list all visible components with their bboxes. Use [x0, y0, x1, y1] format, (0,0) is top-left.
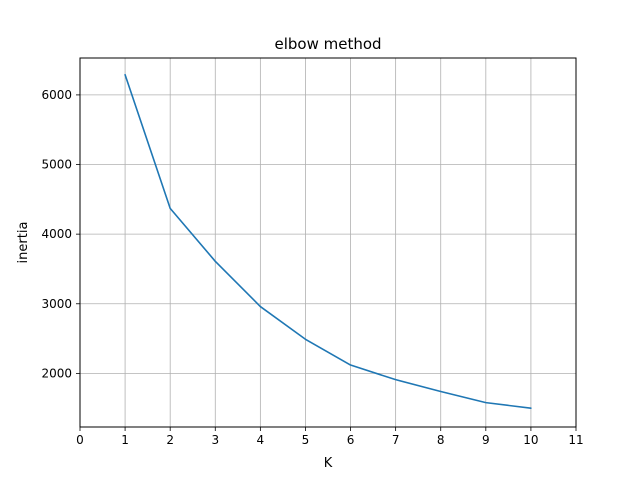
y-tick-label: 4000: [41, 227, 72, 241]
x-tick-label: 5: [302, 433, 310, 447]
y-axis-ticks: 2000 3000 4000 5000 6000: [41, 88, 80, 380]
y-axis-label: inertia: [16, 222, 31, 264]
x-axis-ticks: 0 1 2 3 4 5 6 7 8 9 10 11: [76, 427, 584, 447]
x-tick-label: 7: [392, 433, 400, 447]
x-tick-label: 2: [166, 433, 174, 447]
y-tick-label: 6000: [41, 88, 72, 102]
x-tick-label: 6: [347, 433, 355, 447]
x-tick-label: 10: [523, 433, 538, 447]
chart-title: elbow method: [274, 35, 381, 53]
series-layer: [124, 73, 532, 410]
x-tick-label: 9: [482, 433, 490, 447]
x-tick-label: 8: [437, 433, 445, 447]
plot-area-frame: [79, 57, 577, 428]
y-tick-label: 2000: [41, 366, 72, 380]
x-tick-label: 4: [257, 433, 265, 447]
x-tick-label: 3: [211, 433, 219, 447]
x-tick-label: 0: [76, 433, 84, 447]
x-tick-label: 1: [121, 433, 129, 447]
x-tick-label: 11: [568, 433, 583, 447]
series-line: [124, 73, 532, 410]
x-axis-label: K: [324, 456, 333, 471]
y-tick-label: 3000: [41, 297, 72, 311]
grid-lines: [79, 58, 577, 427]
y-tick-label: 5000: [41, 158, 72, 172]
